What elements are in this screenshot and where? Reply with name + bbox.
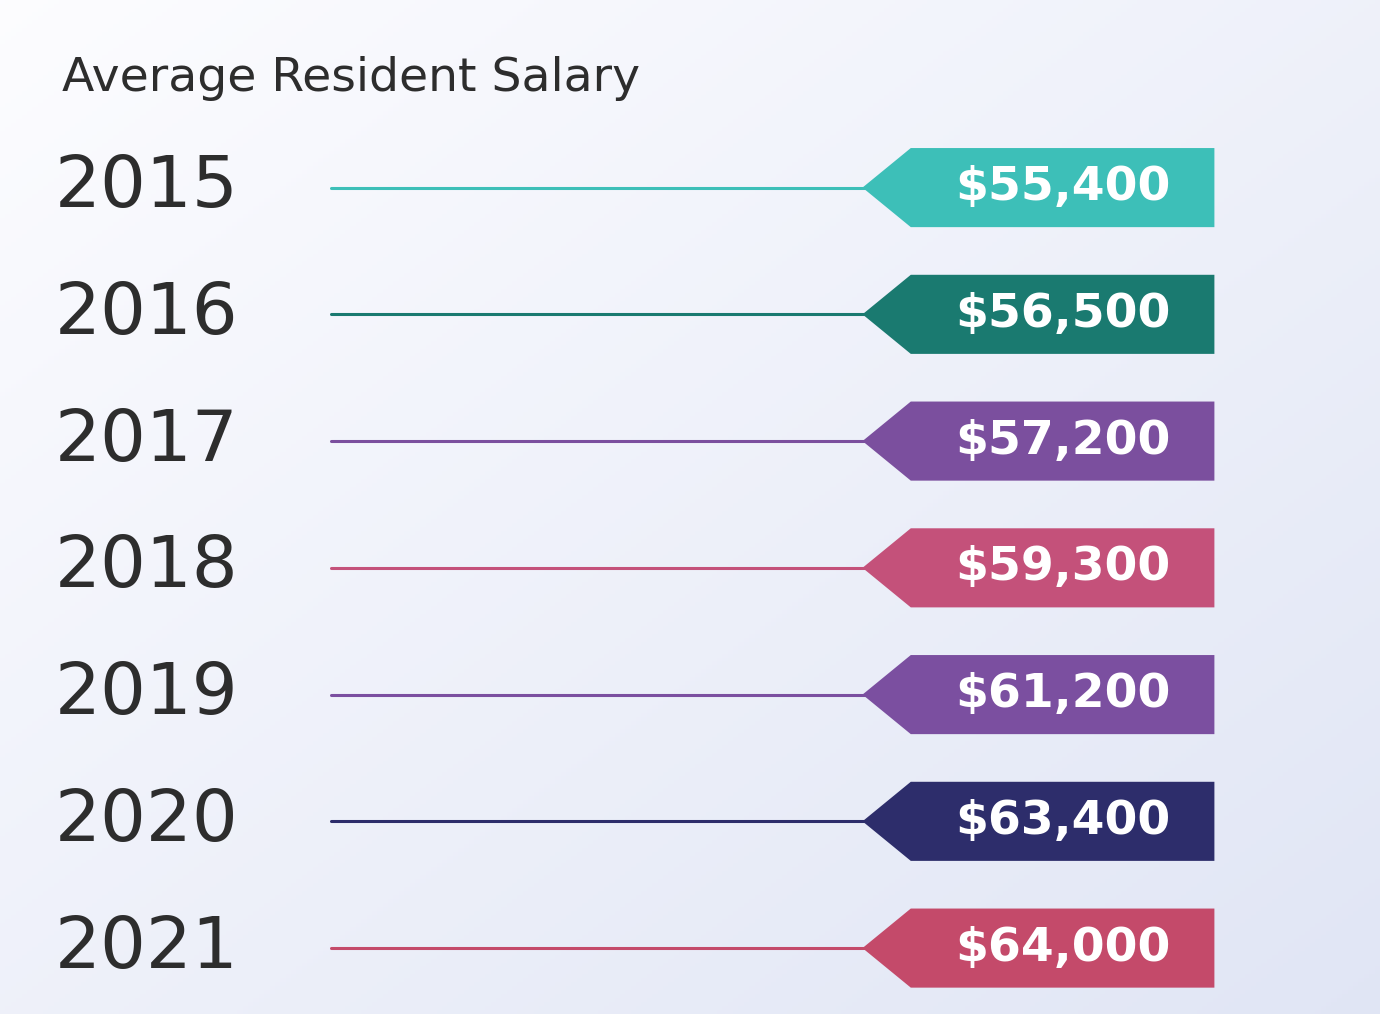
Text: $56,500: $56,500 — [955, 292, 1170, 337]
Polygon shape — [862, 528, 1214, 607]
Text: 2019: 2019 — [55, 660, 239, 729]
Text: 2020: 2020 — [55, 787, 239, 856]
Polygon shape — [862, 275, 1214, 354]
Text: $63,400: $63,400 — [955, 799, 1170, 844]
Text: Average Resident Salary: Average Resident Salary — [62, 56, 640, 100]
Polygon shape — [862, 148, 1214, 227]
Text: $57,200: $57,200 — [955, 419, 1170, 463]
Polygon shape — [862, 655, 1214, 734]
Text: $59,300: $59,300 — [955, 546, 1170, 590]
Text: $61,200: $61,200 — [955, 672, 1170, 717]
Text: 2015: 2015 — [55, 153, 239, 222]
Polygon shape — [862, 909, 1214, 988]
Text: 2018: 2018 — [55, 533, 239, 602]
Text: 2017: 2017 — [55, 407, 239, 476]
Polygon shape — [862, 402, 1214, 481]
Text: $55,400: $55,400 — [955, 165, 1170, 210]
Text: $64,000: $64,000 — [955, 926, 1170, 970]
Polygon shape — [862, 782, 1214, 861]
Text: 2016: 2016 — [55, 280, 239, 349]
Text: 2021: 2021 — [55, 914, 239, 983]
